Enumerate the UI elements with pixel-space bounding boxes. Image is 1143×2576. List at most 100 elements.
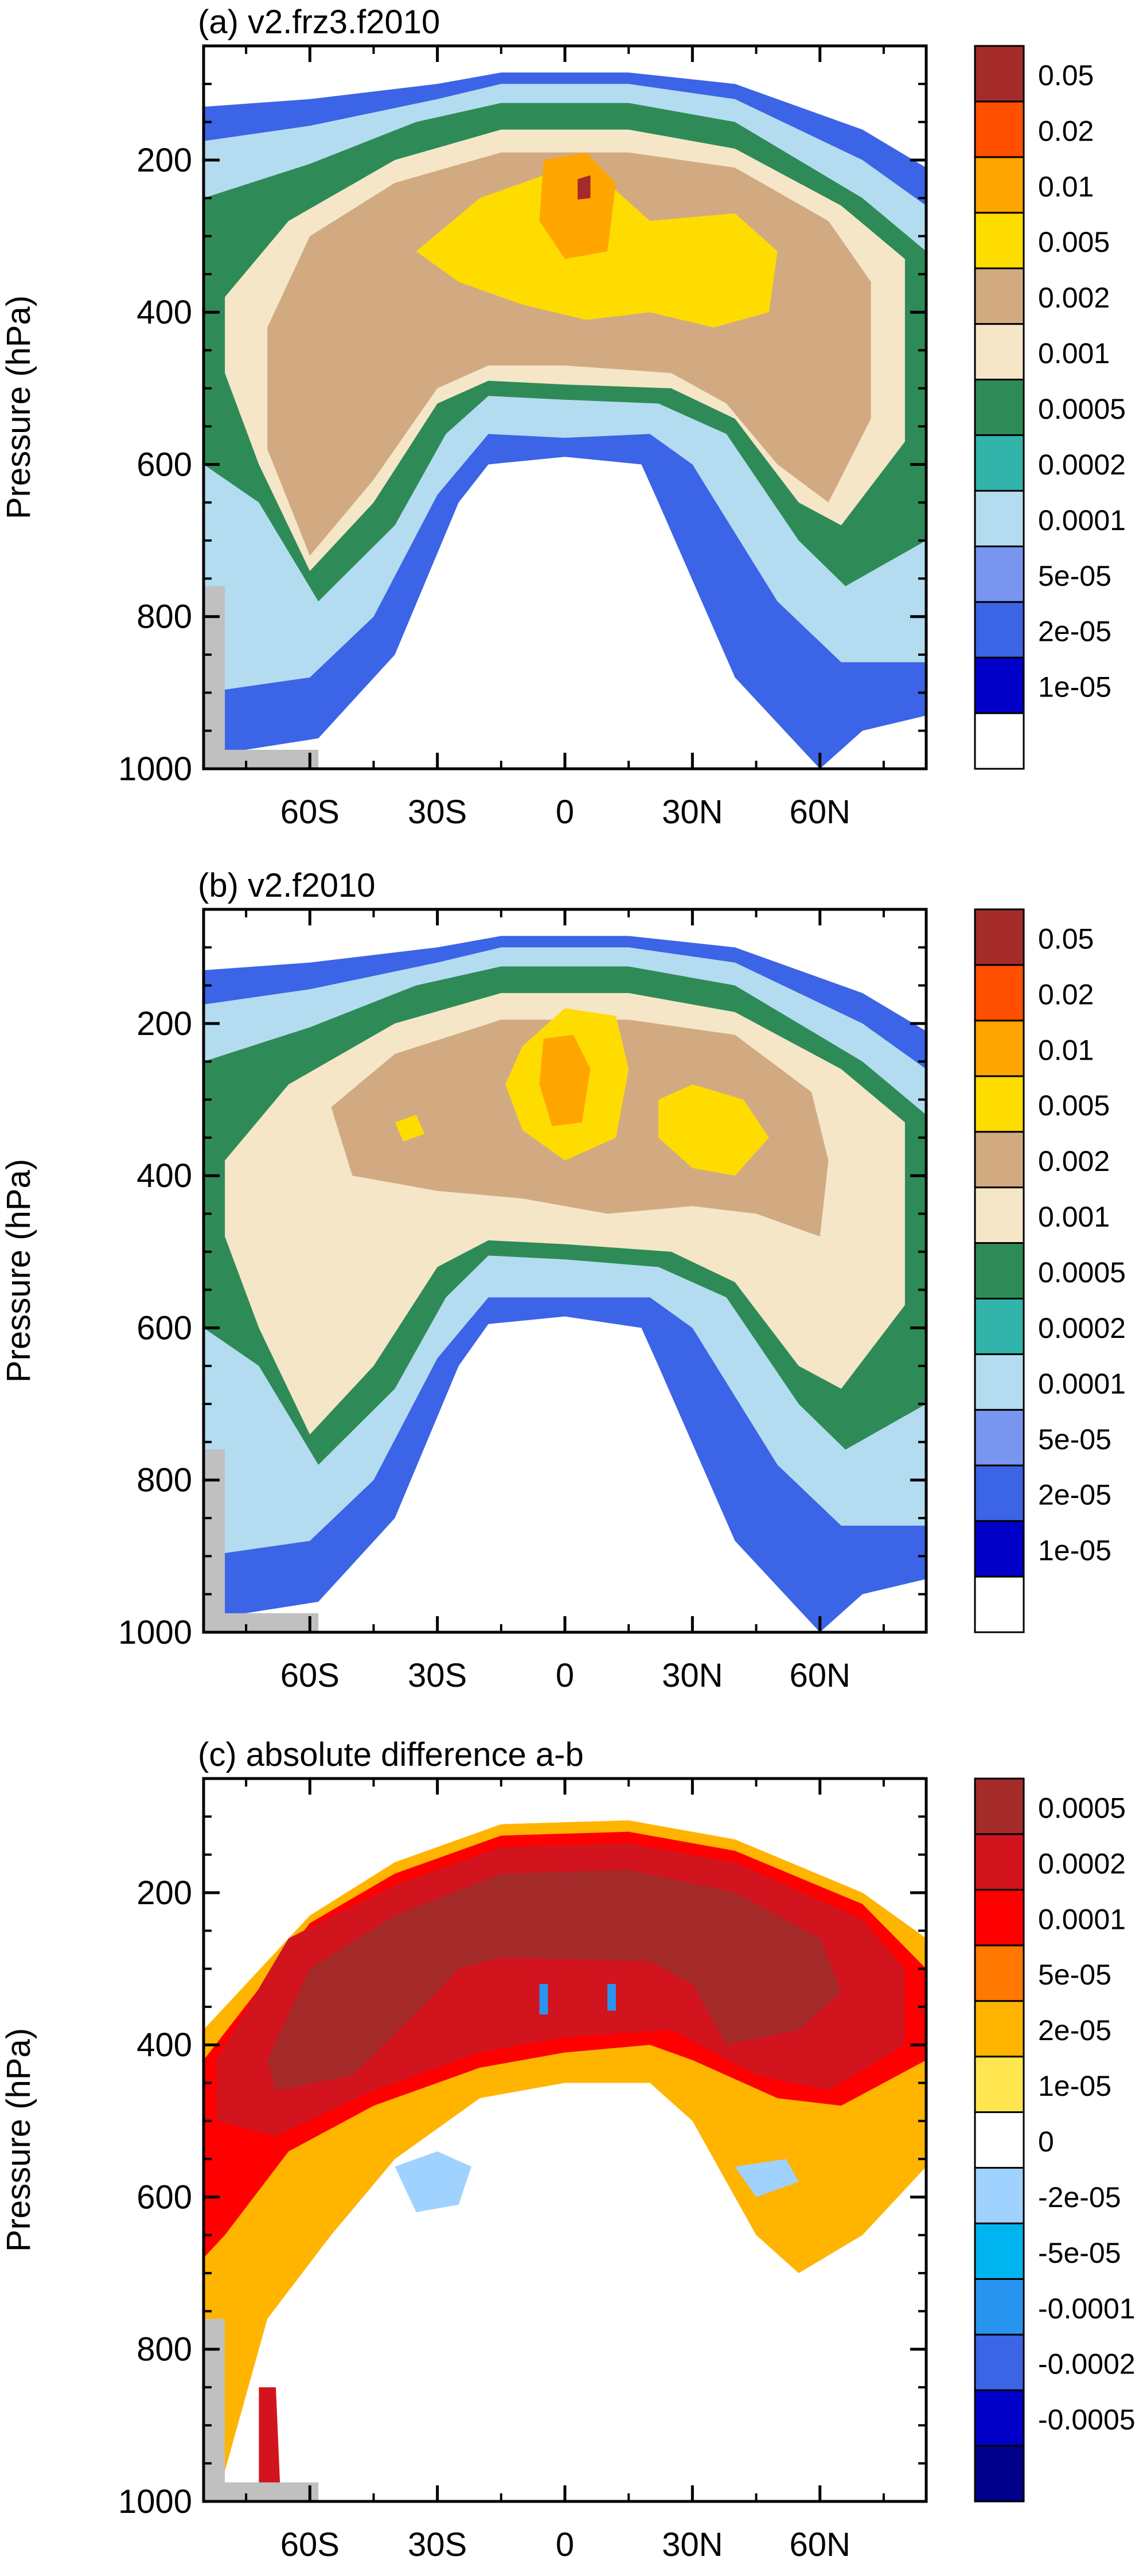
colorbar-box [974,1075,1025,1133]
contour-region [395,2151,471,2212]
colorbar-box [974,1186,1025,1244]
colorbar-label: 0.001 [1038,1201,1110,1233]
colorbar-label: 1e-05 [1038,2070,1111,2102]
panel-title: (b) v2.f2010 [198,867,376,904]
colorbar-label: 0.0005 [1038,393,1126,425]
colorbar-label: 0.0001 [1038,504,1126,536]
x-tick-label: 30N [662,793,723,831]
colorbar-label: 0.005 [1038,1089,1110,1122]
colorbar-box [974,1297,1025,1355]
colorbar-label: -0.0005 [1038,2404,1136,2436]
panel-title: (a) v2.frz3.f2010 [198,3,440,41]
contour-region [395,1115,425,1142]
colorbar-box [974,1131,1025,1189]
colorbar-box [974,1575,1025,1633]
x-tick-label: 30S [408,1657,467,1694]
y-tick-label: 200 [136,1005,192,1042]
contour-region [607,1984,616,2011]
land-mask [204,1613,319,1632]
colorbar-box [974,1777,1025,1835]
colorbar-box [974,1889,1025,1947]
colorbar-label: -0.0001 [1038,2293,1136,2325]
x-tick-label: 30S [408,2526,467,2563]
colorbar-box [974,2111,1025,2169]
land-mask [204,749,319,769]
colorbar-box [974,100,1025,158]
contour-region [735,2159,799,2197]
y-tick-label: 600 [136,2178,192,2216]
colorbar-label: -0.0002 [1038,2348,1136,2380]
x-tick-label: 0 [556,2526,574,2563]
contour-region [658,1084,769,1176]
colorbar-label: 0.0005 [1038,1256,1126,1289]
contour-region [539,1984,548,2015]
colorbar-box [974,2000,1025,2058]
x-tick-label: 30N [662,1657,723,1694]
colorbar-label: 2e-05 [1038,616,1111,648]
colorbar-box [974,2333,1025,2391]
land-mask [204,2318,225,2501]
colorbar-label: 5e-05 [1038,560,1111,592]
land-mask [204,2482,319,2501]
colorbar-box [974,1019,1025,1077]
y-tick-label: 400 [136,294,192,331]
colorbar-label: 0.0002 [1038,1847,1126,1880]
x-tick-label: 0 [556,793,574,831]
colorbar-box [974,267,1025,325]
contour-region [395,2341,416,2384]
panel-b: (b) v2.f2010 200 400 600 800 1000 60S 30S 0 30N 60… [0,867,1126,1694]
y-tick-label: 600 [136,446,192,483]
x-tick-label: 60S [280,2526,340,2563]
y-tick-label: 400 [136,2026,192,2064]
colorbar-label: 1e-05 [1038,671,1111,703]
x-tick-label: 60S [280,1657,340,1694]
land-mask [204,1449,225,1632]
colorbar-box [974,1944,1025,2002]
y-tick-label: 1000 [118,2483,192,2520]
colorbar-box [974,2222,1025,2280]
colorbar-box [974,45,1025,103]
colorbar-box [974,156,1025,214]
y-tick-label: 800 [136,2331,192,2368]
y-tick-label: 1000 [118,750,192,788]
y-tick-label: 600 [136,1309,192,1347]
colorbar-box [974,2056,1025,2114]
colorbar-label: 0.05 [1038,923,1094,955]
colorbar-box [974,1464,1025,1522]
contour-region [539,1034,591,1126]
land-mask [204,586,225,769]
colorbar-label: 0.001 [1038,337,1110,369]
colorbar-label: -2e-05 [1038,2181,1121,2213]
colorbar-box [974,2445,1025,2503]
colorbar-label: 2e-05 [1038,2014,1111,2046]
y-tick-label: 400 [136,1157,192,1194]
plot-area [204,1820,926,2501]
colorbar-label: 0.01 [1038,170,1094,203]
colorbar-label: 0.02 [1038,978,1094,1010]
contour-region [352,2197,404,2243]
colorbar-box [974,908,1025,966]
colorbar-label: 0.01 [1038,1034,1094,1066]
x-tick-label: 60N [790,2526,851,2563]
contour-region [578,175,591,200]
colorbar-box [974,489,1025,547]
colorbar-label: 0.002 [1038,1145,1110,1177]
colorbar-box [974,1353,1025,1411]
colorbar-box [974,1242,1025,1299]
colorbar-box [974,2278,1025,2336]
plot-area [204,72,926,769]
x-tick-label: 60N [790,793,851,831]
colorbar-box [974,1408,1025,1466]
y-axis-label: Pressure (hPa) [0,2028,37,2252]
x-tick-label: 0 [556,1657,574,1694]
panel-title: (c) absolute difference a-b [198,1736,584,1773]
colorbar-box [974,964,1025,1022]
y-axis-label: Pressure (hPa) [0,1159,37,1383]
contour-region [539,152,616,259]
colorbar-label: 0.02 [1038,115,1094,147]
y-tick-label: 200 [136,1874,192,1912]
colorbar-label: 0.0002 [1038,1312,1126,1344]
colorbar-label: 1e-05 [1038,1535,1111,1567]
x-tick-label: 60S [280,793,340,831]
